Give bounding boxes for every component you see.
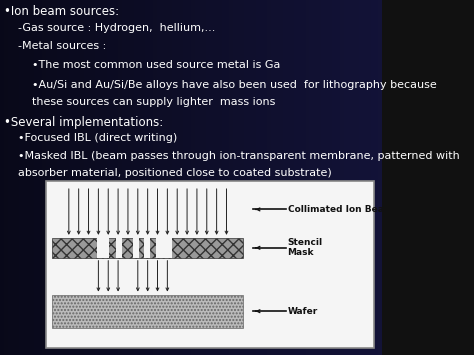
Bar: [53, 295, 243, 328]
Bar: [53, 238, 243, 258]
Bar: [97, 238, 109, 258]
Text: Collimated Ion Beam: Collimated Ion Beam: [288, 205, 393, 214]
Bar: [133, 238, 139, 258]
Text: -Metal sources :: -Metal sources :: [4, 41, 106, 51]
Text: absorber material, positioned close to coated substrate): absorber material, positioned close to c…: [4, 168, 332, 178]
Text: Stencil
Mask: Stencil Mask: [288, 238, 323, 257]
Bar: [145, 238, 150, 258]
Text: •The most common used source metal is Ga: •The most common used source metal is Ga: [4, 60, 280, 70]
Text: -Gas source : Hydrogen,  hellium,...: -Gas source : Hydrogen, hellium,...: [4, 23, 215, 33]
Text: •Au/Si and Au/Si/Be alloys have also been used  for lithography because: •Au/Si and Au/Si/Be alloys have also bee…: [4, 80, 437, 90]
Text: •Masked IBL (beam passes through ion-transparent membrane, patterned with: •Masked IBL (beam passes through ion-tra…: [4, 151, 460, 160]
Text: •Several implementations:: •Several implementations:: [4, 116, 163, 130]
Bar: [156, 238, 172, 258]
Text: these sources can supply lighter  mass ions: these sources can supply lighter mass io…: [4, 97, 275, 106]
Text: Wafer: Wafer: [288, 307, 318, 316]
Text: •Focused IBL (direct writing): •Focused IBL (direct writing): [4, 133, 177, 143]
Bar: [46, 181, 374, 348]
Bar: [117, 238, 122, 258]
Text: •Ion beam sources:: •Ion beam sources:: [4, 5, 119, 18]
